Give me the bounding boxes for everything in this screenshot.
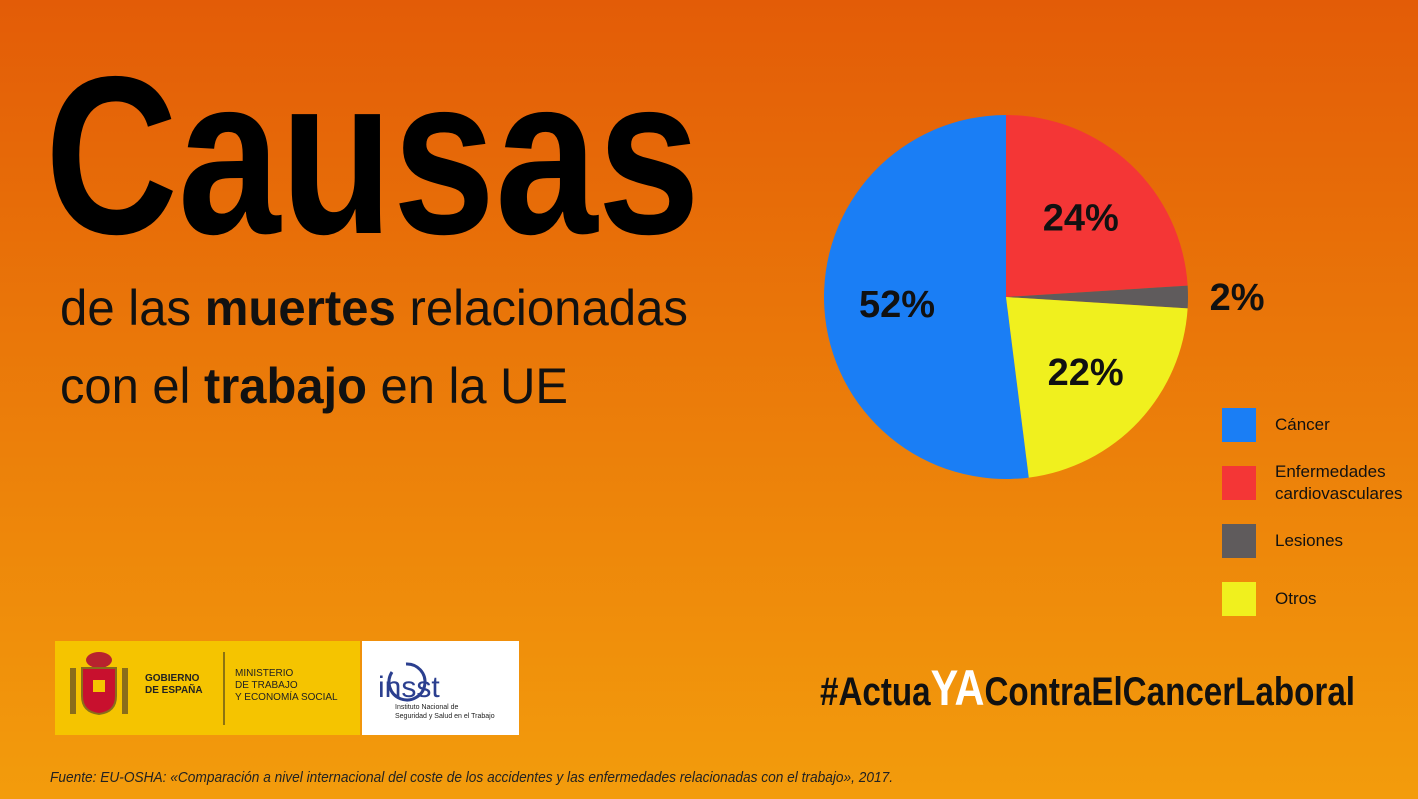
subtitle-bold: trabajo xyxy=(204,358,367,414)
slice-label: 22% xyxy=(1048,352,1124,394)
slice-label: 52% xyxy=(859,284,935,326)
legend-label: Enfermedades cardiovasculares xyxy=(1275,462,1403,503)
pie: 52% 24% 2% 22% xyxy=(824,115,1265,479)
pie-slice xyxy=(824,115,1029,479)
legend-label: Otros xyxy=(1275,589,1317,608)
logo-box xyxy=(362,641,519,735)
slice-label: 2% xyxy=(1210,277,1265,319)
logo-line: Y ECONOMÍA SOCIAL xyxy=(235,692,338,703)
pie-slice xyxy=(1006,115,1188,297)
title: Causas xyxy=(45,29,700,281)
logo-text: MINISTERIO DE TRABAJO Y ECONOMÍA SOCIAL xyxy=(235,668,338,704)
logo-text: GOBIERNO DE ESPAÑA xyxy=(145,673,203,697)
subtitle-part: de las xyxy=(60,280,205,336)
pie-slice xyxy=(1006,285,1188,309)
logo-line: Instituto Nacional de xyxy=(395,704,459,711)
logo-line: Seguridad y Salud en el Trabajo xyxy=(395,713,495,720)
legend-swatch xyxy=(1222,408,1256,442)
insst-logo: insst xyxy=(378,671,440,704)
legend-label: Lesiones xyxy=(1275,531,1344,550)
logo-text: Instituto Nacional de Seguridad y Salud e… xyxy=(395,703,495,721)
subtitle-part: con el xyxy=(60,358,204,414)
hashtag-part: ContraElCancerLaboral xyxy=(984,670,1355,714)
legend-swatch xyxy=(1222,466,1256,500)
hashtag: #ActuaYAContraElCancerLaboral xyxy=(820,660,1355,716)
legend-swatch xyxy=(1222,524,1256,558)
legend-label: Cáncer xyxy=(1275,415,1330,434)
hashtag-part: #Actua xyxy=(820,670,931,714)
logo-line: MINISTERIO xyxy=(235,668,294,679)
subtitle-line: de las muertes relacionadas xyxy=(60,280,688,336)
logo-line: DE TRABAJO xyxy=(235,680,298,691)
insst-mark xyxy=(387,662,427,702)
logo-line: DE ESPAÑA xyxy=(145,685,203,696)
logo-line: GOBIERNO xyxy=(145,673,200,684)
legend-swatch xyxy=(1222,582,1256,616)
source: Fuente: EU-OSHA: «Comparación a nivel in… xyxy=(50,769,893,786)
coat-of-arms xyxy=(70,652,128,716)
subtitle-part: en la UE xyxy=(367,358,568,414)
subtitle-line: con el trabajo en la UE xyxy=(60,358,568,414)
hashtag-highlight: YA xyxy=(931,660,985,716)
subtitle-part: relacionadas xyxy=(396,280,688,336)
subtitle-bold: muertes xyxy=(205,280,396,336)
pie-slice xyxy=(1006,297,1188,478)
slice-label: 24% xyxy=(1043,197,1119,239)
